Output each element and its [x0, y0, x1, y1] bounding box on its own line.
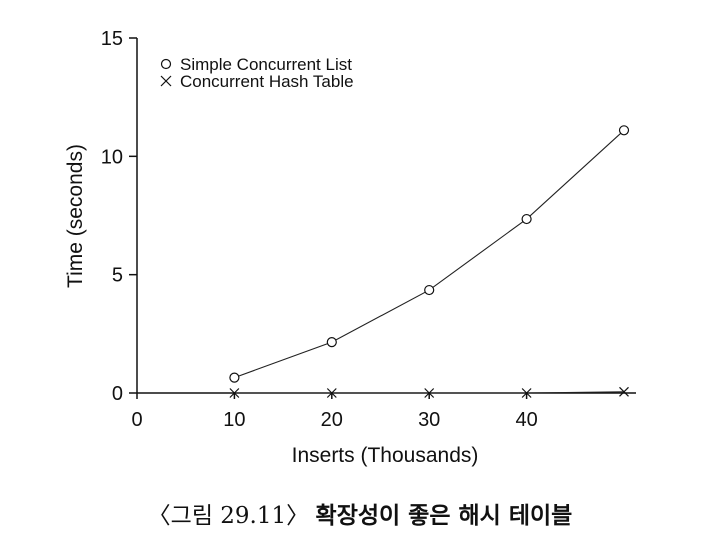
series-layer: [229, 125, 630, 398]
x-tick-label: 40: [515, 409, 537, 431]
x-tick-label: 0: [131, 409, 142, 431]
figure-caption: 〈그림 29.11〉 확장성이 좋은 해시 테이블: [0, 496, 720, 530]
data-point-cross: [326, 388, 337, 398]
y-tick-label: 10: [101, 146, 123, 168]
data-point-cross: [424, 388, 435, 398]
data-point-circle: [424, 284, 435, 296]
data-point-cross: [229, 388, 240, 398]
legend: Simple Concurrent List Concurrent Hash T…: [160, 55, 354, 91]
data-point-cross: [619, 386, 629, 397]
data-point-circle: [326, 337, 337, 348]
y-tick-label: 5: [112, 265, 123, 287]
y-axis-label: Time (seconds): [64, 144, 87, 288]
legend-marker-circle: [160, 58, 172, 70]
legend-marker-cross: [160, 75, 172, 87]
caption-label: 〈그림 29.11〉: [147, 503, 310, 529]
caption-title: 확장성이 좋은 해시 테이블: [315, 503, 573, 529]
data-point-circle: [229, 372, 240, 383]
data-point-cross: [521, 388, 532, 398]
x-tick-label: 30: [418, 409, 440, 431]
data-point-circle: [521, 213, 532, 225]
y-tick-label: 0: [112, 383, 123, 405]
series-line-1: [234, 129, 625, 379]
data-point-circle: [618, 125, 630, 136]
ticks: 0 10 20 30 40 0 5 10 15: [101, 28, 538, 431]
x-tick-label: 10: [223, 409, 245, 431]
y-tick-label: 15: [101, 28, 123, 50]
axes: [136, 38, 636, 394]
x-axis-label: Inserts (Thousands): [292, 444, 479, 467]
legend-label-simple-list: Simple Concurrent List: [180, 55, 352, 74]
legend-label-hash-table: Concurrent Hash Table: [180, 72, 354, 91]
x-tick-label: 20: [321, 409, 343, 431]
